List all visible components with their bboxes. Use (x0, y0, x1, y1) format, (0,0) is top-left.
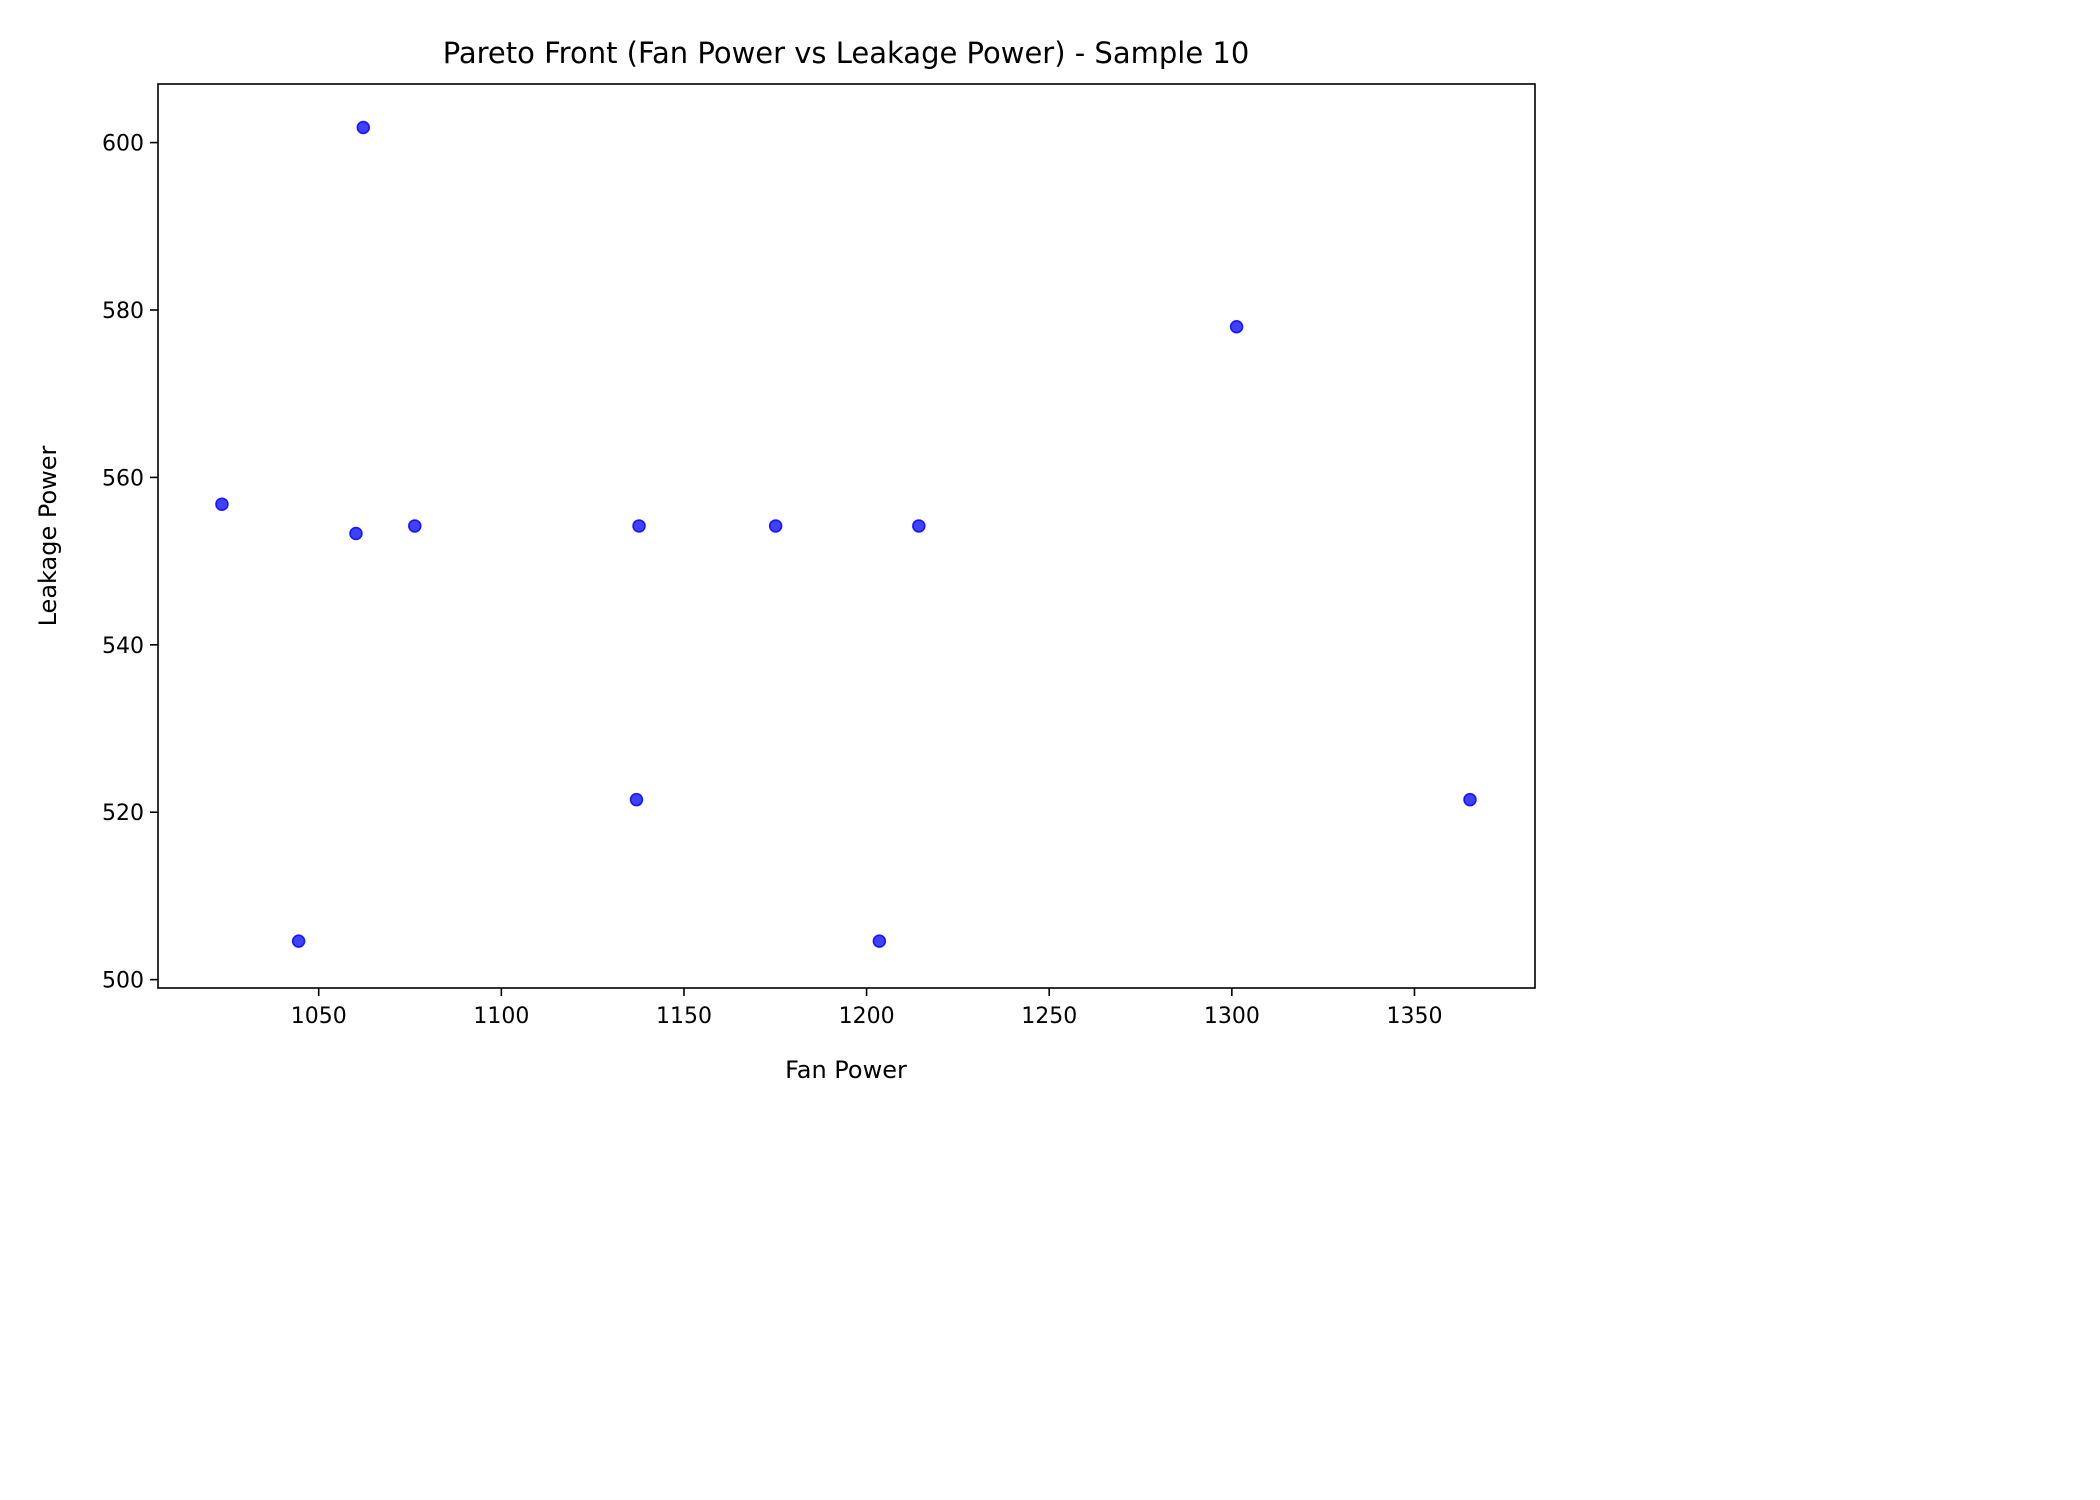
data-point (629, 792, 644, 807)
x-tick-label: 1100 (473, 1004, 529, 1029)
data-point (356, 120, 371, 135)
plot-frame (157, 83, 1536, 989)
x-tick-label: 1150 (656, 1004, 712, 1029)
data-point (912, 519, 926, 533)
data-point (349, 526, 363, 541)
y-tick-label: 600 (102, 132, 144, 157)
data-point (291, 934, 306, 948)
plot-area (215, 120, 1477, 948)
x-axis-label: Fan Power (785, 1056, 907, 1084)
y-tick-label: 500 (102, 969, 144, 994)
data-point (632, 519, 646, 533)
data-point (872, 934, 887, 948)
y-tick-label: 560 (102, 466, 144, 491)
chart-title: Pareto Front (Fan Power vs Leakage Power… (443, 36, 1250, 70)
chart-canvas: Pareto Front (Fan Power vs Leakage Power… (34, 36, 1536, 1084)
y-tick-label: 580 (102, 299, 144, 324)
y-axis: 500 520 540 560 580 600 (102, 132, 158, 994)
data-point (1229, 319, 1244, 334)
x-tick-label: 1050 (291, 1004, 347, 1029)
x-tick-label: 1250 (1021, 1004, 1077, 1029)
x-tick-label: 1200 (839, 1004, 895, 1029)
data-point (408, 519, 422, 533)
x-axis: 1050 1100 1150 1200 1250 1300 1350 (291, 988, 1442, 1029)
data-point (1463, 792, 1477, 807)
data-point (768, 519, 783, 533)
y-tick-label: 520 (102, 801, 144, 826)
y-axis-label: Leakage Power (34, 445, 62, 626)
scatter-chart: Pareto Front (Fan Power vs Leakage Power… (34, 36, 1536, 1084)
x-tick-label: 1350 (1386, 1004, 1442, 1029)
data-point (215, 497, 229, 511)
x-tick-label: 1300 (1204, 1004, 1260, 1029)
y-tick-label: 540 (102, 634, 144, 659)
